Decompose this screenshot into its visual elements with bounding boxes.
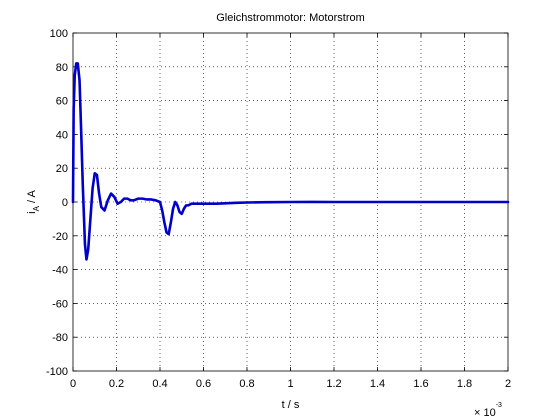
y-tick-label: 0	[62, 197, 68, 209]
x-tick-label: 1.8	[457, 378, 472, 390]
x-tick-label: 0	[70, 378, 76, 390]
x-multiplier-exponent: -3	[496, 402, 502, 409]
axis-ticks	[72, 32, 509, 372]
y-tick-labels: -100 -80 -60 -40 -20 0 20 40 60 80 100	[46, 28, 68, 378]
y-axis-label: iA / A	[26, 189, 41, 213]
chart-title: Gleichstrommotor: Motorstrom	[216, 12, 365, 24]
y-axis-label-subscript: A	[32, 205, 41, 211]
x-tick-label: 0.4	[152, 378, 167, 390]
y-tick-label: 60	[56, 96, 68, 108]
y-tick-label: 40	[56, 129, 68, 141]
y-tick-label: -40	[52, 265, 68, 277]
series-layer	[71, 62, 510, 261]
motor-current-line	[71, 62, 510, 261]
x-tick-labels: 0 0.2 0.4 0.6 0.8 1 1.2 1.4 1.6 1.8 2	[70, 378, 511, 390]
x-tick-label: 0.6	[196, 378, 211, 390]
x-tick-label: 1.4	[370, 378, 385, 390]
y-tick-label: -100	[46, 366, 68, 378]
y-axis-label-main: i	[26, 211, 38, 213]
x-tick-label: 2	[505, 378, 511, 390]
x-tick-label: 1.6	[413, 378, 428, 390]
x-axis-label: t / s	[282, 399, 300, 411]
y-tick-label: -20	[52, 231, 68, 243]
y-tick-label: -80	[52, 332, 68, 344]
x-tick-label: 0.8	[239, 378, 254, 390]
y-axis-label-unit: / A	[26, 189, 38, 206]
x-tick-label: 0.2	[109, 378, 124, 390]
y-tick-label: 80	[56, 62, 68, 74]
y-tick-label: -60	[52, 298, 68, 310]
y-tick-label: 20	[56, 163, 68, 175]
x-tick-label: 1.2	[326, 378, 341, 390]
x-tick-label: 1	[287, 378, 293, 390]
y-tick-label: 100	[50, 28, 68, 40]
x-axis-multiplier: × 10-3	[474, 402, 502, 419]
x-multiplier-base: × 10	[474, 407, 496, 419]
